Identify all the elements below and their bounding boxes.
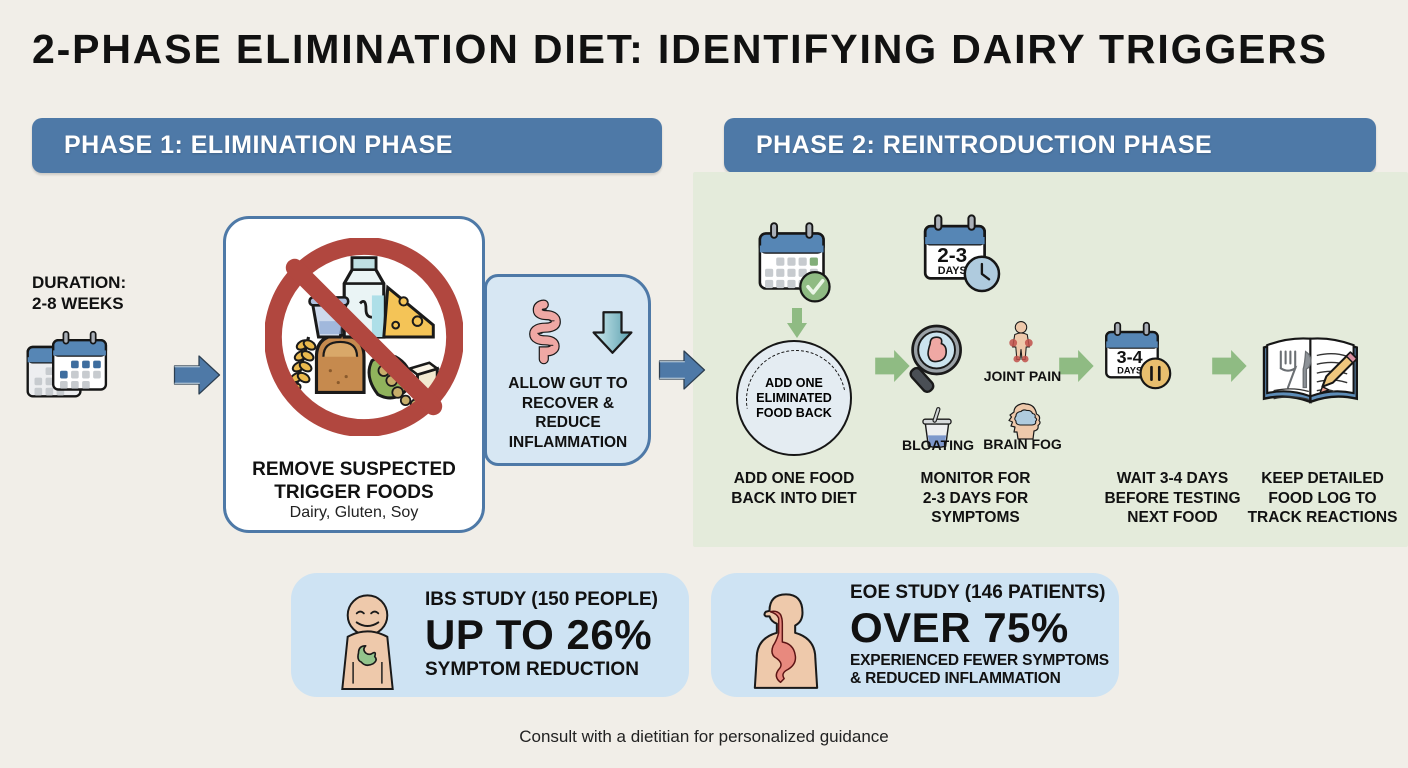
svg-text:DAYS: DAYS (938, 265, 967, 277)
svg-text:3-4: 3-4 (1117, 347, 1143, 367)
svg-text:2-3: 2-3 (937, 244, 967, 267)
svg-text:DAYS: DAYS (1117, 365, 1142, 375)
